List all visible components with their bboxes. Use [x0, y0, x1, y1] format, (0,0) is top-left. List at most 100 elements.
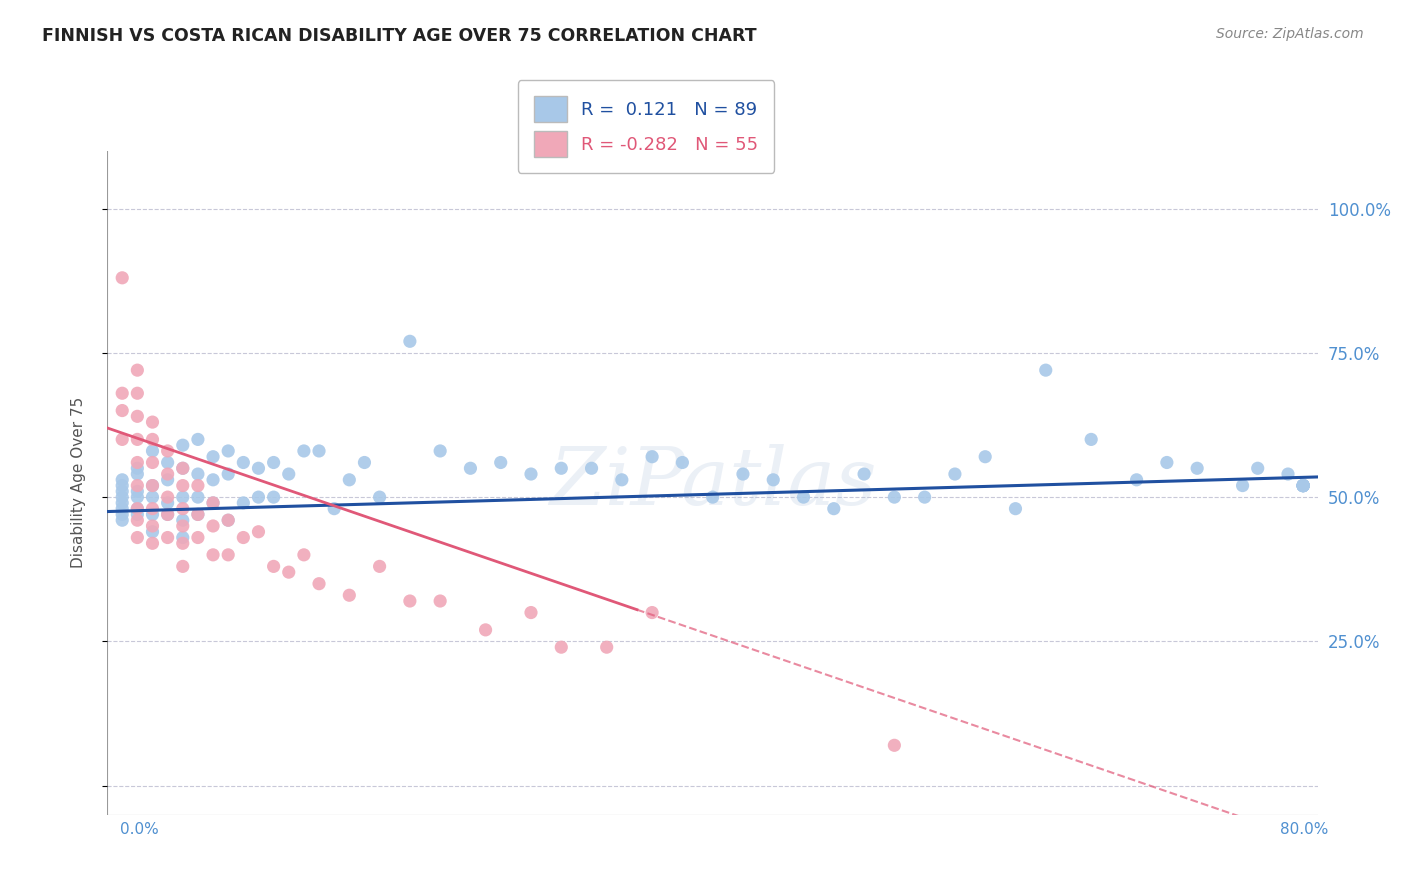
Point: [156, 496, 179, 510]
Point: [323, 501, 346, 516]
Point: [156, 467, 179, 481]
Point: [596, 640, 619, 655]
Point: [172, 519, 194, 533]
Point: [172, 478, 194, 492]
Point: [520, 467, 543, 481]
Point: [489, 455, 512, 469]
Point: [232, 455, 254, 469]
Point: [172, 461, 194, 475]
Point: [1292, 478, 1315, 492]
Point: [172, 501, 194, 516]
Point: [141, 536, 163, 550]
Point: [217, 548, 239, 562]
Point: [187, 490, 209, 504]
Point: [353, 455, 375, 469]
Point: [156, 490, 179, 504]
Point: [1292, 478, 1315, 492]
Point: [399, 334, 422, 349]
Point: [1292, 478, 1315, 492]
Point: [111, 496, 134, 510]
Point: [641, 450, 664, 464]
Point: [202, 496, 225, 510]
Point: [429, 594, 451, 608]
Point: [187, 508, 209, 522]
Point: [127, 409, 149, 424]
Point: [141, 444, 163, 458]
Point: [141, 415, 163, 429]
Point: [232, 531, 254, 545]
Point: [141, 455, 163, 469]
Point: [429, 444, 451, 458]
Point: [111, 478, 134, 492]
Point: [111, 490, 134, 504]
Point: [217, 513, 239, 527]
Point: [581, 461, 603, 475]
Point: [1247, 461, 1270, 475]
Point: [943, 467, 966, 481]
Point: [141, 478, 163, 492]
Text: ZiPatlas: ZiPatlas: [548, 444, 876, 522]
Point: [111, 386, 134, 401]
Point: [141, 524, 163, 539]
Text: 0.0%: 0.0%: [120, 822, 159, 837]
Point: [883, 490, 905, 504]
Point: [127, 501, 149, 516]
Point: [111, 501, 134, 516]
Point: [127, 508, 149, 522]
Point: [202, 450, 225, 464]
Point: [1035, 363, 1057, 377]
Point: [127, 484, 149, 499]
Point: [217, 513, 239, 527]
Point: [127, 531, 149, 545]
Point: [172, 438, 194, 452]
Point: [172, 461, 194, 475]
Point: [247, 524, 270, 539]
Point: [1292, 478, 1315, 492]
Point: [172, 536, 194, 550]
Point: [202, 548, 225, 562]
Point: [156, 531, 179, 545]
Point: [914, 490, 936, 504]
Text: Source: ZipAtlas.com: Source: ZipAtlas.com: [1216, 27, 1364, 41]
Point: [1232, 478, 1254, 492]
Point: [1292, 478, 1315, 492]
Point: [141, 519, 163, 533]
Point: [127, 386, 149, 401]
Point: [217, 444, 239, 458]
Point: [610, 473, 633, 487]
Point: [187, 467, 209, 481]
Point: [292, 548, 315, 562]
Point: [156, 455, 179, 469]
Point: [141, 490, 163, 504]
Point: [141, 478, 163, 492]
Point: [156, 444, 179, 458]
Point: [111, 270, 134, 285]
Point: [762, 473, 785, 487]
Text: 80.0%: 80.0%: [1281, 822, 1329, 837]
Point: [111, 513, 134, 527]
Point: [1125, 473, 1147, 487]
Point: [247, 461, 270, 475]
Point: [883, 739, 905, 753]
Point: [308, 576, 330, 591]
Point: [823, 501, 845, 516]
Point: [550, 461, 572, 475]
Y-axis label: Disability Age Over 75: Disability Age Over 75: [72, 397, 86, 568]
Point: [127, 461, 149, 475]
Point: [368, 490, 391, 504]
Point: [156, 473, 179, 487]
Point: [172, 513, 194, 527]
Point: [520, 606, 543, 620]
Point: [974, 450, 997, 464]
Point: [217, 467, 239, 481]
Point: [460, 461, 482, 475]
Point: [202, 496, 225, 510]
Point: [156, 508, 179, 522]
Text: FINNISH VS COSTA RICAN DISABILITY AGE OVER 75 CORRELATION CHART: FINNISH VS COSTA RICAN DISABILITY AGE OV…: [42, 27, 756, 45]
Point: [127, 433, 149, 447]
Point: [172, 531, 194, 545]
Point: [337, 588, 360, 602]
Point: [263, 455, 285, 469]
Point: [202, 473, 225, 487]
Point: [127, 490, 149, 504]
